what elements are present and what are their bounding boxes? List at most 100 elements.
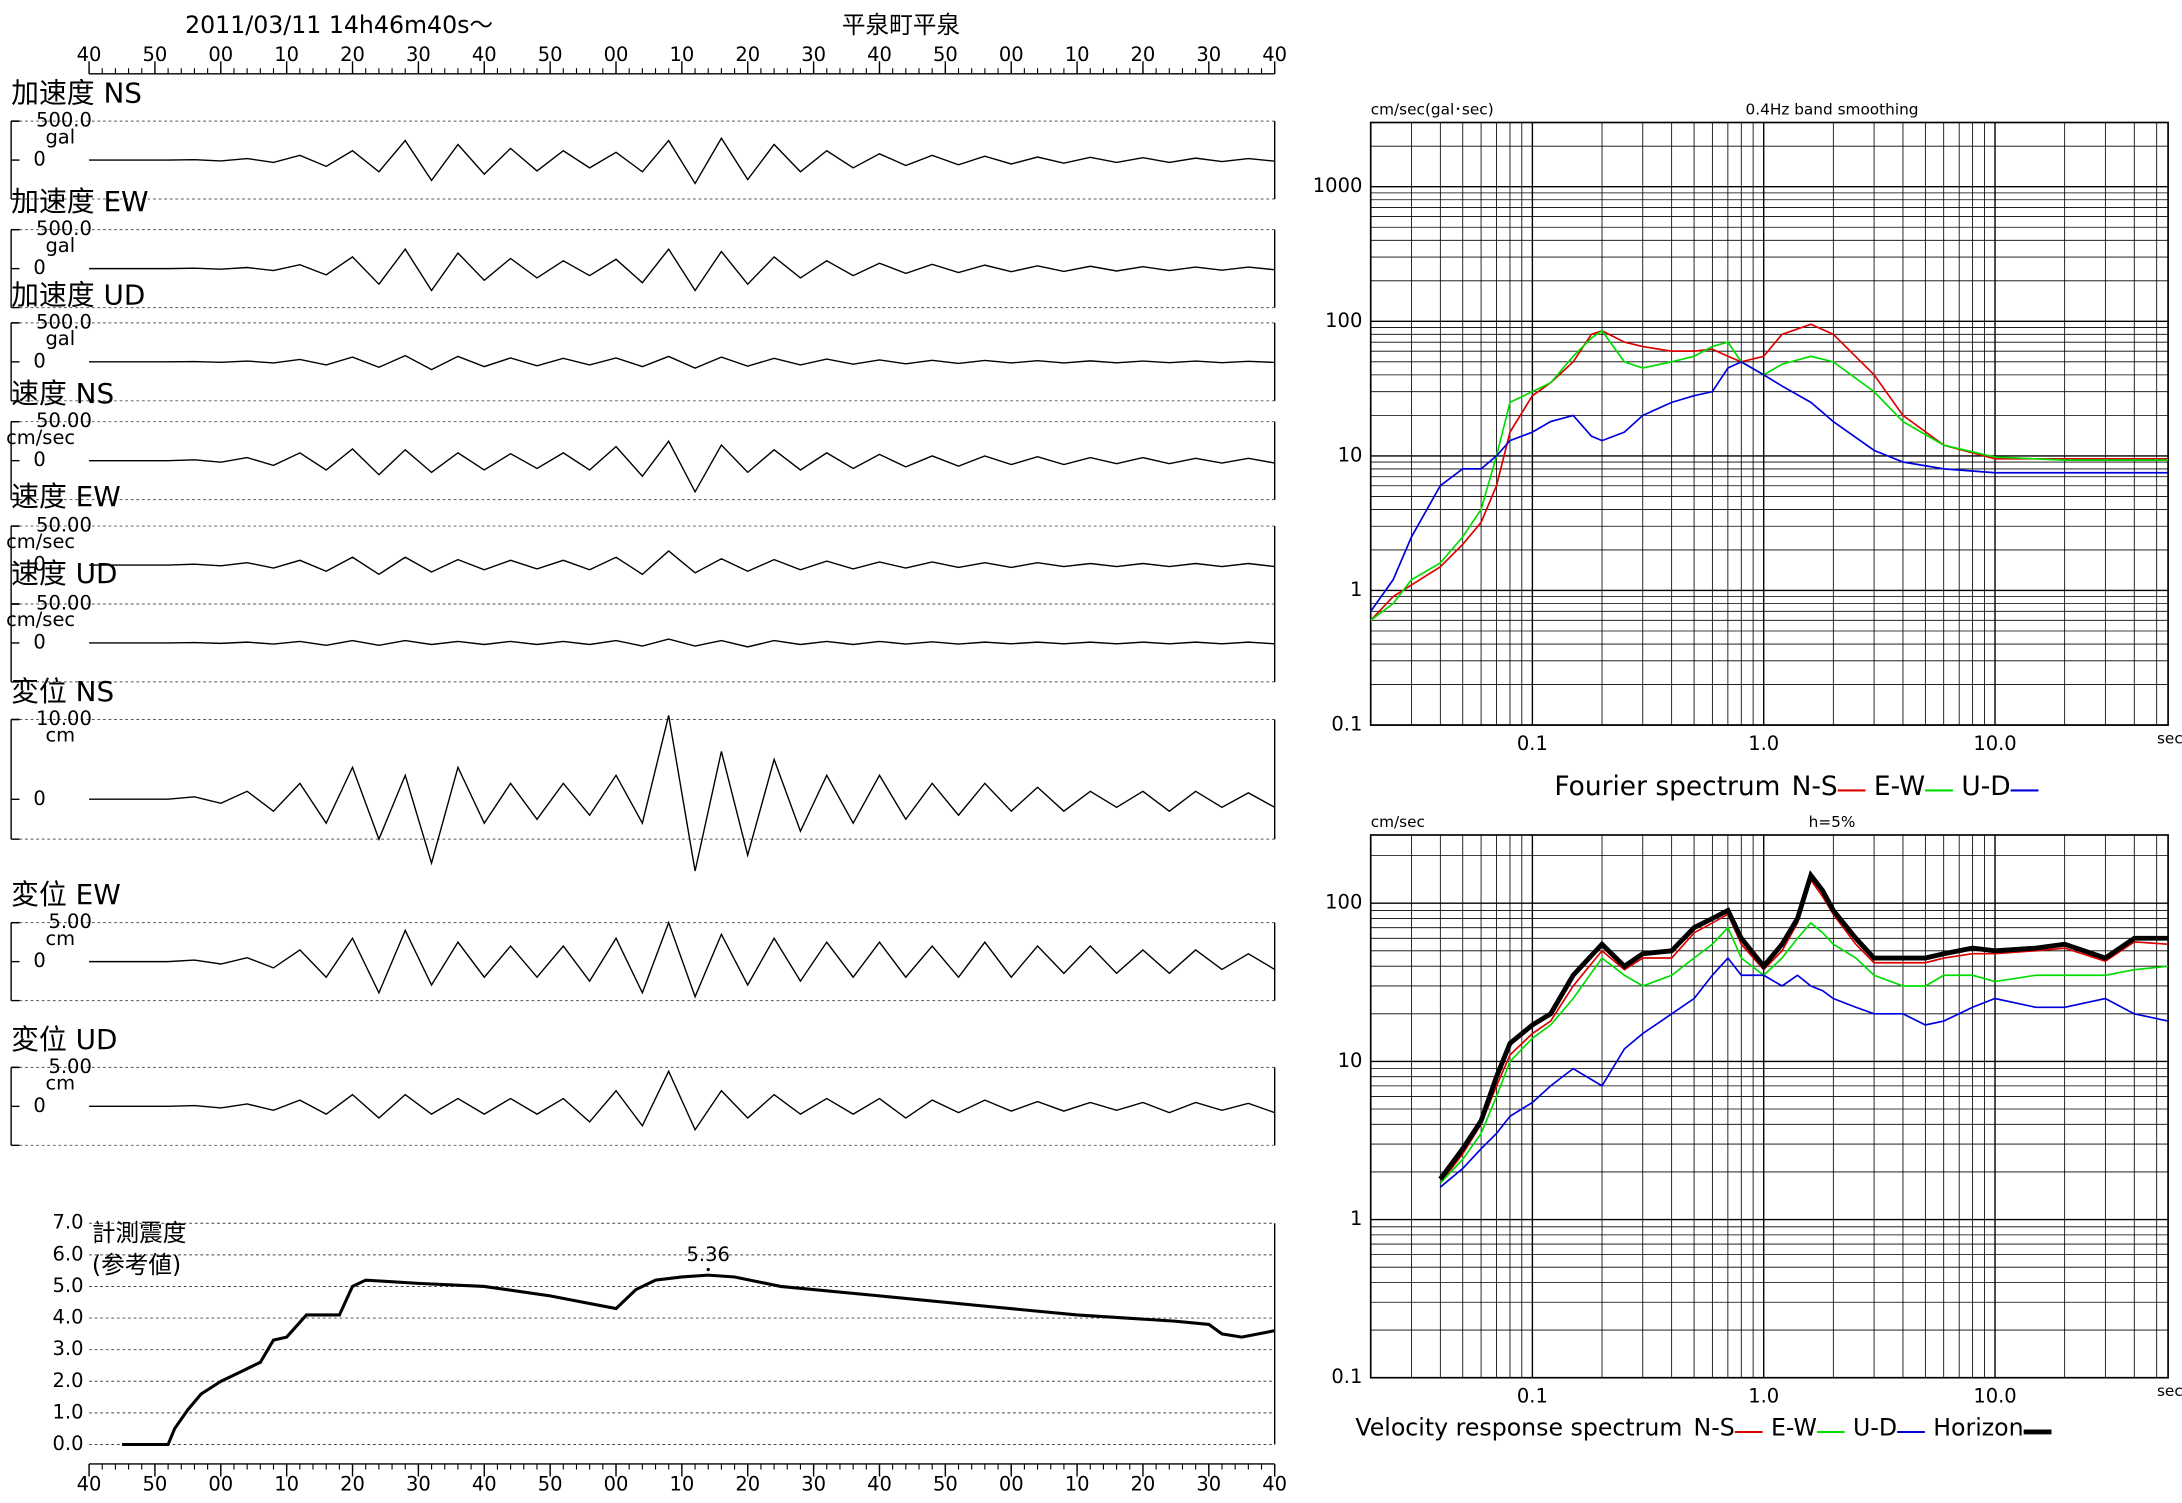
time-tick-label: 30: [1196, 1472, 1221, 1495]
time-tick-label: 10: [669, 43, 694, 66]
time-tick-label: 40: [1262, 1472, 1287, 1495]
time-tick-label: 40: [77, 43, 102, 66]
panel-unit: cm: [45, 927, 75, 950]
y-tick-label: 7.0: [53, 1211, 84, 1234]
x-tick-label: 10.0: [1973, 732, 2016, 755]
subtitle: 0.4Hz band smoothing: [1746, 100, 1919, 118]
time-tick-label: 30: [801, 1472, 826, 1495]
y-tick-label: 0: [33, 256, 45, 279]
y-tick-label: 50.00: [36, 409, 92, 432]
x-tick-label: 1.0: [1748, 732, 1779, 755]
y-tick-label: 1.0: [53, 1400, 84, 1423]
panel-unit: gal: [45, 327, 75, 350]
panel-label: 変位 NS: [11, 675, 114, 708]
y-tick-label: 100: [1325, 891, 1362, 914]
plot-frame: [1369, 834, 2169, 1379]
time-tick-label: 40: [77, 1472, 102, 1495]
panel-label: 加速度 NS: [11, 77, 142, 110]
y-tick-label: 0: [33, 448, 45, 471]
legend-label: N-S: [1792, 771, 1838, 802]
panel-label: 速度 NS: [11, 377, 114, 410]
waveform: [89, 136, 1275, 185]
panel-unit: gal: [45, 234, 75, 257]
subtitle: h=5%: [1809, 813, 1856, 831]
time-tick-label: 40: [472, 43, 497, 66]
y-tick-label: 1: [1350, 578, 1362, 601]
intensity-line: [122, 1273, 1275, 1447]
y-tick-label: 500.0: [36, 217, 92, 240]
y-tick-label: 0: [33, 553, 45, 576]
x-tick-label: 0.1: [1517, 1385, 1548, 1408]
time-tick-label: 10: [1065, 43, 1090, 66]
time-tick-label: 50: [933, 43, 958, 66]
y-tick-label: 10.00: [36, 707, 92, 730]
legend-label: E-W: [1771, 1414, 1817, 1442]
panel-label: 加速度 EW: [11, 185, 148, 218]
y-tick-label: 0: [33, 148, 45, 171]
time-tick-label: 20: [1131, 43, 1156, 66]
panel-unit: cm/sec: [6, 608, 75, 631]
time-tick-label: 30: [1196, 43, 1221, 66]
time-tick-label: 20: [735, 43, 760, 66]
y-axis-label: cm/sec: [1371, 813, 1425, 831]
panel-unit: cm: [45, 1072, 75, 1095]
spectrum-line: [1370, 329, 2169, 621]
time-tick-label: 50: [538, 1472, 563, 1495]
time-tick-label: 50: [933, 1472, 958, 1495]
time-tick-label: 00: [999, 43, 1024, 66]
plot-frame: [1369, 121, 2169, 726]
y-tick-label: 1000: [1313, 174, 1363, 197]
panel-label: 加速度 UD: [11, 278, 145, 311]
legend-label: U-D: [1961, 771, 2010, 802]
spectrum-line: [1370, 360, 2169, 612]
time-tick-label: 40: [867, 1472, 892, 1495]
record-datetime: 2011/03/11 14h46m40s〜: [185, 11, 493, 39]
y-tick-label: 0: [33, 949, 45, 972]
y-tick-label: 6.0: [53, 1242, 84, 1265]
x-tick-label: 1.0: [1748, 1385, 1779, 1408]
y-tick-label: 50.00: [36, 591, 92, 614]
time-tick-label: 10: [669, 1472, 694, 1495]
waveform: [89, 1069, 1275, 1132]
peak-label: 5.36: [687, 1243, 730, 1266]
waveform: [89, 550, 1275, 576]
y-tick-label: 0: [33, 349, 45, 372]
legend-label: N-S: [1694, 1414, 1735, 1442]
waveform: [89, 638, 1275, 648]
time-tick-label: 30: [406, 43, 431, 66]
station-name: 平泉町平泉: [842, 11, 960, 39]
y-tick-label: 0.1: [1331, 713, 1362, 736]
time-tick-label: 50: [143, 43, 168, 66]
panel-label: 速度 UD: [11, 557, 117, 590]
y-tick-label: 0: [33, 630, 45, 653]
legend-label: E-W: [1874, 771, 1925, 802]
time-tick-label: 10: [274, 43, 299, 66]
y-tick-label: 2.0: [53, 1369, 84, 1392]
y-tick-label: 3.0: [53, 1337, 84, 1360]
waveform: [89, 715, 1276, 872]
time-tick-label: 20: [735, 1472, 760, 1495]
time-tick-label: 40: [867, 43, 892, 66]
intensity-title: (参考値): [92, 1251, 181, 1279]
y-tick-label: 5.00: [48, 910, 91, 933]
y-tick-label: 500.0: [36, 109, 92, 132]
x-tick-label: 10.0: [1973, 1385, 2016, 1408]
time-tick-label: 20: [340, 1472, 365, 1495]
panel-unit: cm: [45, 724, 75, 747]
y-tick-label: 0.0: [53, 1432, 84, 1455]
y-tick-label: 500.0: [36, 310, 92, 333]
y-tick-label: 1: [1350, 1207, 1362, 1230]
spectrum-line: [1438, 870, 2169, 1181]
y-tick-label: 100: [1325, 309, 1362, 332]
y-tick-label: 10: [1338, 443, 1363, 466]
waveform: [89, 354, 1275, 371]
time-tick-label: 00: [604, 1472, 629, 1495]
peak-marker: [706, 1267, 710, 1272]
y-tick-label: 4.0: [53, 1306, 84, 1329]
panel-label: 変位 EW: [11, 878, 121, 911]
time-tick-label: 10: [1065, 1472, 1090, 1495]
spectrum-line: [1439, 878, 2169, 1184]
spectrum-line: [1439, 956, 2169, 1188]
y-axis-label: cm/sec(gal･sec): [1371, 100, 1494, 118]
